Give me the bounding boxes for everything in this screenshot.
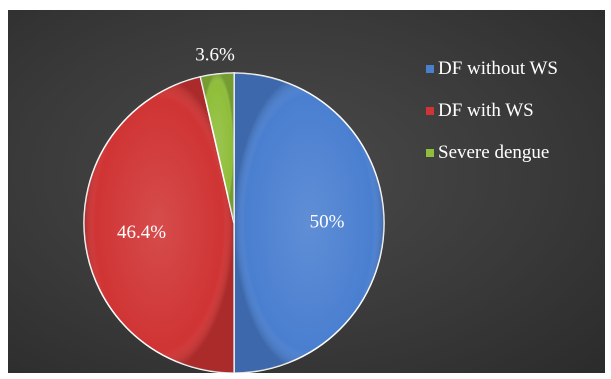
legend-swatch-green (426, 148, 434, 157)
slice-df-without-ws-shading (234, 73, 384, 373)
legend-item-severe-dengue: Severe dengue (426, 142, 558, 163)
legend-label: DF without WS (438, 57, 559, 79)
slice-severe-dengue-shading (200, 73, 234, 223)
legend-item-df-with-ws: DF with WS (426, 100, 558, 121)
chart-area: 50% 46.4% 3.6% DF without WS DF with WS Se… (8, 10, 605, 373)
pie-chart: 50% 46.4% 3.6% (83, 44, 385, 373)
legend-label: DF with WS (438, 99, 534, 121)
legend: DF without WS DF with WS Severe dengue (426, 58, 558, 184)
data-label: 46.4% (117, 222, 166, 243)
legend-swatch-red (426, 106, 434, 115)
legend-swatch-blue (426, 64, 434, 73)
data-label: 50% (310, 211, 345, 232)
data-label: 3.6% (195, 44, 235, 65)
slice-df-with-ws-shading (83, 76, 234, 373)
legend-item-df-without-ws: DF without WS (426, 58, 558, 79)
legend-label: Severe dengue (438, 141, 550, 163)
